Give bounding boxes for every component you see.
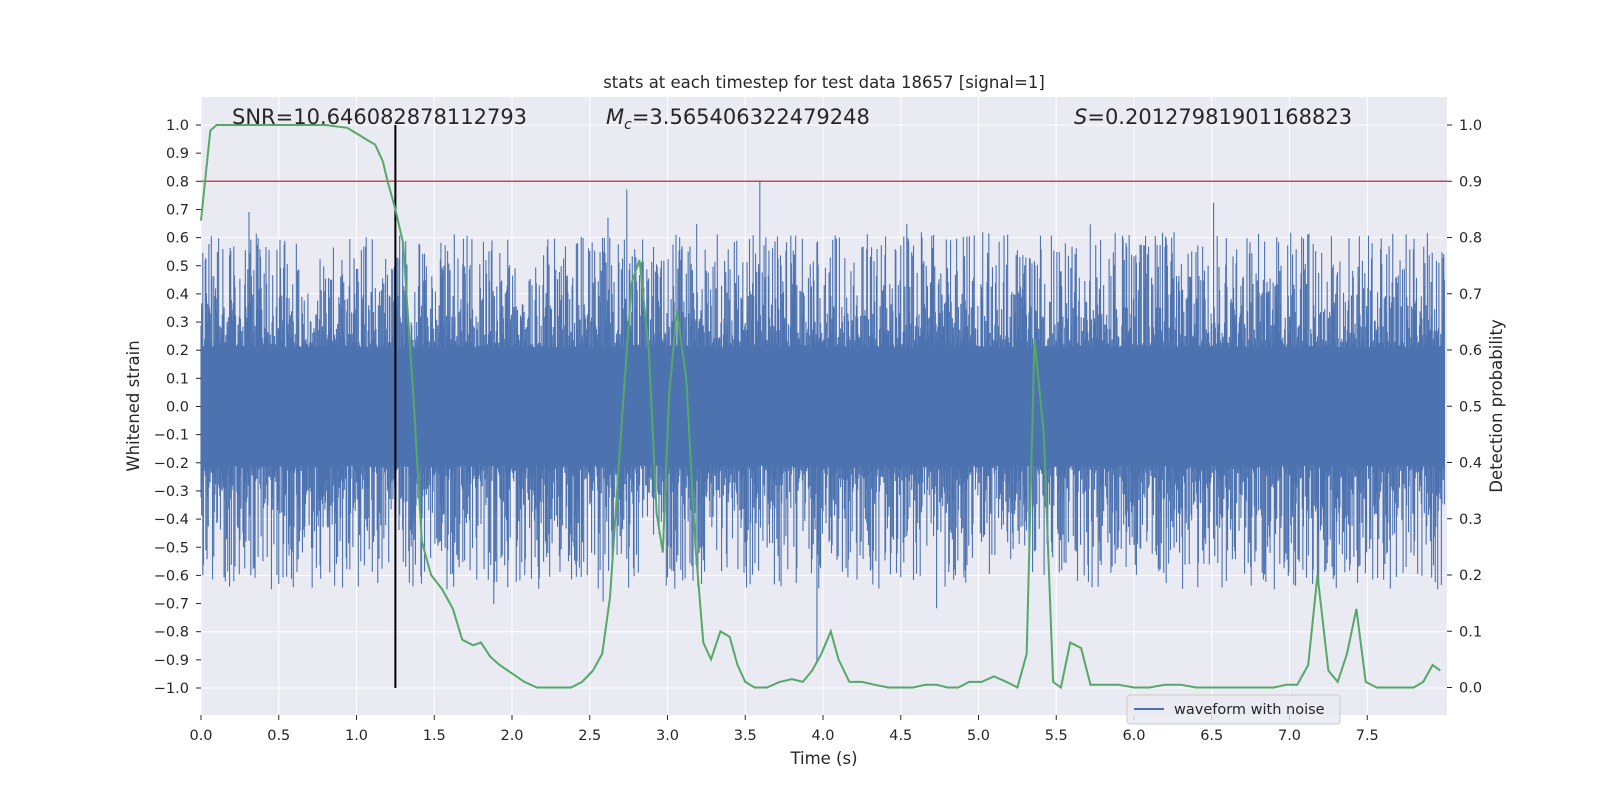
y-tick-label: −0.7 [154, 597, 189, 613]
x-tick-label: 0.0 [189, 728, 212, 744]
chirp-mass-value: =3.565406322479248 [632, 105, 870, 129]
x-tick-label: 0.5 [267, 728, 290, 744]
y-tick-label: 0.2 [166, 343, 189, 359]
s-value: =0.20127981901168823 [1087, 105, 1352, 129]
y-axis-left-label: Whitened strain [124, 340, 143, 471]
legend: waveform with noise [1126, 694, 1341, 725]
y-tick-label: −0.1 [154, 428, 189, 444]
y-axis-right-ticks: 1.0 0.9 0.8 0.7 0.6 0.5 0.4 0.3 0.2 0.1 0.0 [1447, 118, 1482, 697]
y-axis-right-label: Detection probability [1487, 319, 1506, 493]
y-right-tick-label: 0.4 [1459, 456, 1482, 472]
y-tick-label: 0.3 [166, 315, 189, 331]
x-tick-label: 4.0 [811, 728, 834, 744]
legend-box [1126, 694, 1341, 725]
y-right-tick-label: 0.1 [1459, 624, 1482, 640]
x-tick-label: 6.0 [1122, 728, 1145, 744]
y-tick-label: −0.2 [154, 456, 189, 472]
y-tick-label: −0.9 [154, 653, 189, 669]
x-tick-label: 3.0 [656, 728, 679, 744]
y-tick-label: −0.4 [154, 512, 189, 528]
x-tick-label: 1.5 [423, 728, 446, 744]
y-tick-label: 0.9 [166, 146, 189, 162]
chirp-mass-subscript: c [624, 117, 632, 133]
x-tick-label: 7.0 [1278, 728, 1301, 744]
chart-title: stats at each timestep for test data 186… [603, 73, 1045, 92]
snr-annotation: SNR=10.646082878112793 [232, 105, 527, 129]
x-tick-label: 2.5 [578, 728, 601, 744]
chirp-mass-annotation: Mc=3.565406322479248 [606, 105, 870, 133]
y-tick-label: 0.1 [166, 371, 189, 387]
y-right-tick-label: 0.0 [1459, 681, 1482, 697]
x-tick-label: 6.5 [1200, 728, 1223, 744]
y-tick-label: 1.0 [166, 118, 189, 134]
waveform-trace [200, 181, 1445, 661]
y-tick-label: −1.0 [154, 681, 189, 697]
y-right-tick-label: 0.8 [1459, 231, 1482, 247]
x-tick-label: 3.5 [734, 728, 757, 744]
x-tick-label: 5.0 [967, 728, 990, 744]
x-tick-label: 4.5 [889, 728, 912, 744]
y-right-tick-label: 1.0 [1459, 118, 1482, 134]
waveform-series [200, 181, 1445, 661]
y-tick-label: 0.8 [166, 174, 189, 190]
s-annotation: S=0.20127981901168823 [1074, 105, 1352, 129]
y-tick-label: −0.3 [154, 484, 189, 500]
y-tick-label: 0.7 [166, 202, 189, 218]
x-axis-ticks: 0.0 0.5 1.0 1.5 2.0 2.5 3.0 3.5 4.0 4.5 5.0 5.5 6.0 6… [189, 715, 1379, 744]
s-symbol: S [1074, 105, 1087, 129]
y-tick-label: −0.8 [154, 625, 189, 641]
x-tick-label: 1.0 [345, 728, 368, 744]
x-tick-label: 5.5 [1045, 728, 1068, 744]
x-tick-label: 7.5 [1356, 728, 1379, 744]
y-right-tick-label: 0.7 [1459, 287, 1482, 303]
x-axis-label: Time (s) [789, 749, 857, 768]
y-right-tick-label: 0.9 [1459, 174, 1482, 190]
y-tick-label: −0.5 [154, 540, 189, 556]
chirp-mass-symbol: M [606, 105, 624, 129]
y-tick-label: 0.5 [166, 259, 189, 275]
y-right-tick-label: 0.6 [1459, 343, 1482, 359]
y-tick-label: 0.4 [166, 287, 189, 303]
y-tick-label: −0.6 [154, 568, 189, 584]
y-axis-left-ticks: 1.0 0.9 0.8 0.7 0.6 0.5 0.4 0.3 0.2 0.1 0.0 −0.1 −0.… [154, 118, 201, 697]
detection-probability-line [200, 124, 1441, 690]
y-right-tick-label: 0.2 [1459, 568, 1482, 584]
legend-waveform-label: waveform with noise [1174, 702, 1325, 718]
y-right-tick-label: 0.3 [1459, 512, 1482, 528]
y-tick-label: 0.6 [166, 231, 189, 247]
y-tick-label: 0.0 [166, 400, 189, 416]
x-tick-label: 2.0 [500, 728, 523, 744]
y-right-tick-label: 0.5 [1459, 399, 1482, 415]
